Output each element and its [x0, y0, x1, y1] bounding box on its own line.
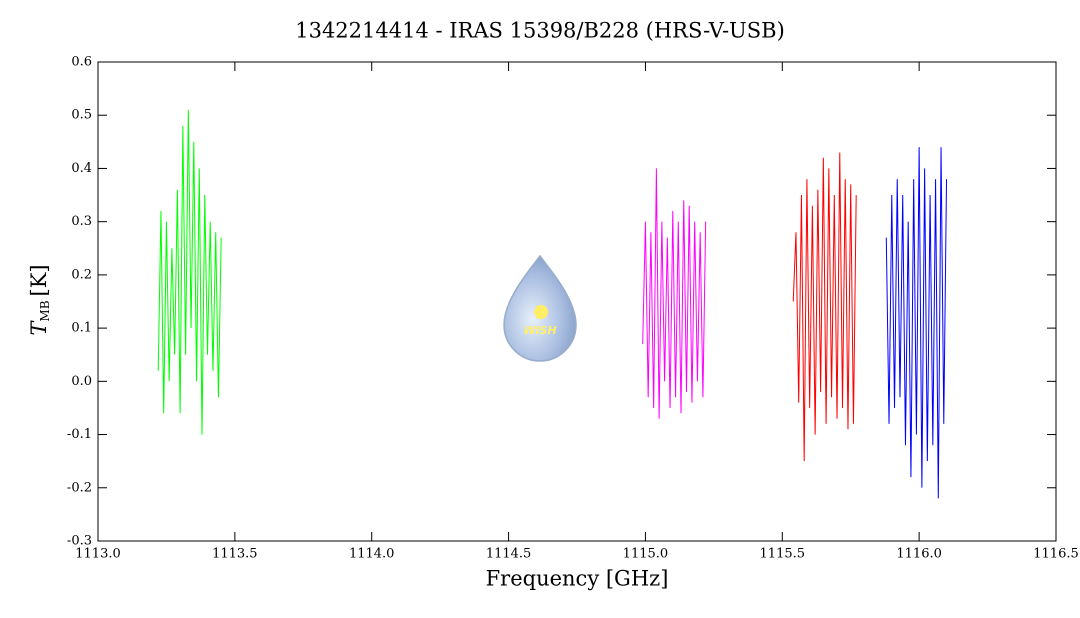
- y-tick-label: 0.4: [71, 161, 92, 176]
- y-tick-label: -0.2: [67, 480, 92, 495]
- plot-frame: [97, 61, 1057, 542]
- y-tick-label: 0.0: [71, 374, 92, 389]
- plot-area: [157, 109, 948, 499]
- y-tick-label: -0.3: [67, 534, 92, 549]
- spectrum-line: [642, 168, 707, 419]
- y-tick-label: -0.1: [67, 427, 92, 442]
- y-label-unit: [K]: [27, 264, 51, 296]
- x-axis-label: Frequency [GHz]: [486, 567, 669, 591]
- spectrum-line: [157, 109, 222, 435]
- x-tick-label: 1115.0: [623, 547, 669, 562]
- y-tick-label: 0.2: [71, 267, 92, 282]
- spectrum-line: [885, 147, 948, 499]
- chart-title: 1342214414 - IRAS 15398/B228 (HRS-V-USB): [295, 19, 785, 43]
- x-tick-label: 1115.5: [760, 547, 806, 562]
- y-tick-label: 0.3: [71, 214, 92, 229]
- x-tick-label: 1116.5: [1033, 547, 1079, 562]
- logo-text: WISH: [523, 324, 556, 337]
- x-tick-label: 1113.5: [212, 547, 258, 562]
- y-label-subscript: MB: [38, 300, 52, 321]
- logo-star: [534, 305, 548, 319]
- y-axis-label: TMB [K]: [27, 264, 52, 335]
- spectrum-line: [792, 152, 857, 462]
- y-label-symbol: T: [27, 320, 51, 336]
- x-tick-label: 1114.5: [486, 547, 532, 562]
- y-tick-label: 0.6: [71, 55, 92, 70]
- y-tick-label: 0.1: [71, 321, 92, 336]
- x-tick-label: 1114.0: [349, 547, 395, 562]
- logo: WISH: [503, 254, 577, 362]
- y-tick-label: 0.5: [71, 108, 92, 123]
- x-tick-label: 1116.0: [896, 547, 942, 562]
- x-tick-label: 1113.0: [75, 547, 121, 562]
